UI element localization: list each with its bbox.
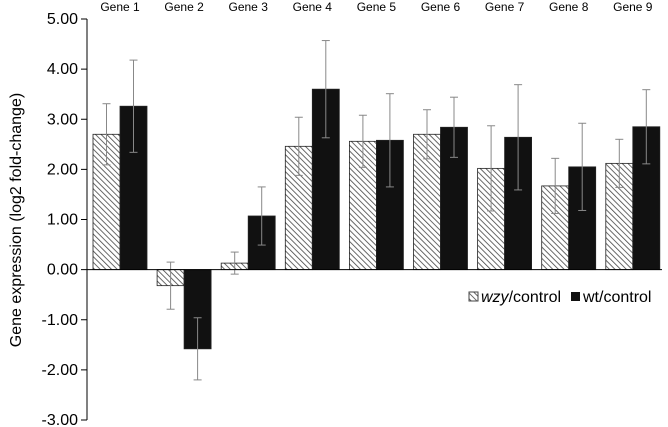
category-label: Gene 7 [485,0,525,14]
y-axis-title: Gene expression (log2 fold-change) [8,93,25,347]
category-labels: Gene 1 Gene 2 Gene 3 Gene 4 Gene 5 Gene 6 Gene… [100,0,652,14]
legend-label-wt: wt/control [582,289,651,306]
y-tick-label: -3.00 [42,412,79,427]
category-label: Gene 2 [164,0,204,14]
y-tick-label: -1.00 [42,312,79,329]
category-label: Gene 1 [100,0,140,14]
category-label: Gene 6 [421,0,461,14]
y-tick-label: 4.00 [47,61,78,78]
legend: wzy/control wt/control [468,289,651,306]
legend-swatch-wzy [468,291,479,302]
category-label: Gene 8 [549,0,589,14]
category-label: Gene 5 [357,0,397,14]
y-tick-label: 0.00 [47,262,78,279]
category-label: Gene 3 [229,0,269,14]
category-label: Gene 4 [293,0,333,14]
y-axis-ticks: 5.00 4.00 3.00 2.00 1.00 0.00 -1.00 -2.00 -3.00 [42,11,87,427]
y-tick-label: 5.00 [47,11,78,28]
legend-swatch-wt [571,292,580,301]
y-tick-label: 3.00 [47,111,78,128]
bars-group [92,88,661,350]
legend-label-wzy: wzy/control [481,289,561,306]
y-tick-label: 2.00 [47,161,78,178]
category-label: Gene 9 [613,0,653,14]
y-tick-label: -2.00 [42,362,79,379]
error-bars-group [102,40,651,381]
y-tick-label: 1.00 [47,212,78,229]
